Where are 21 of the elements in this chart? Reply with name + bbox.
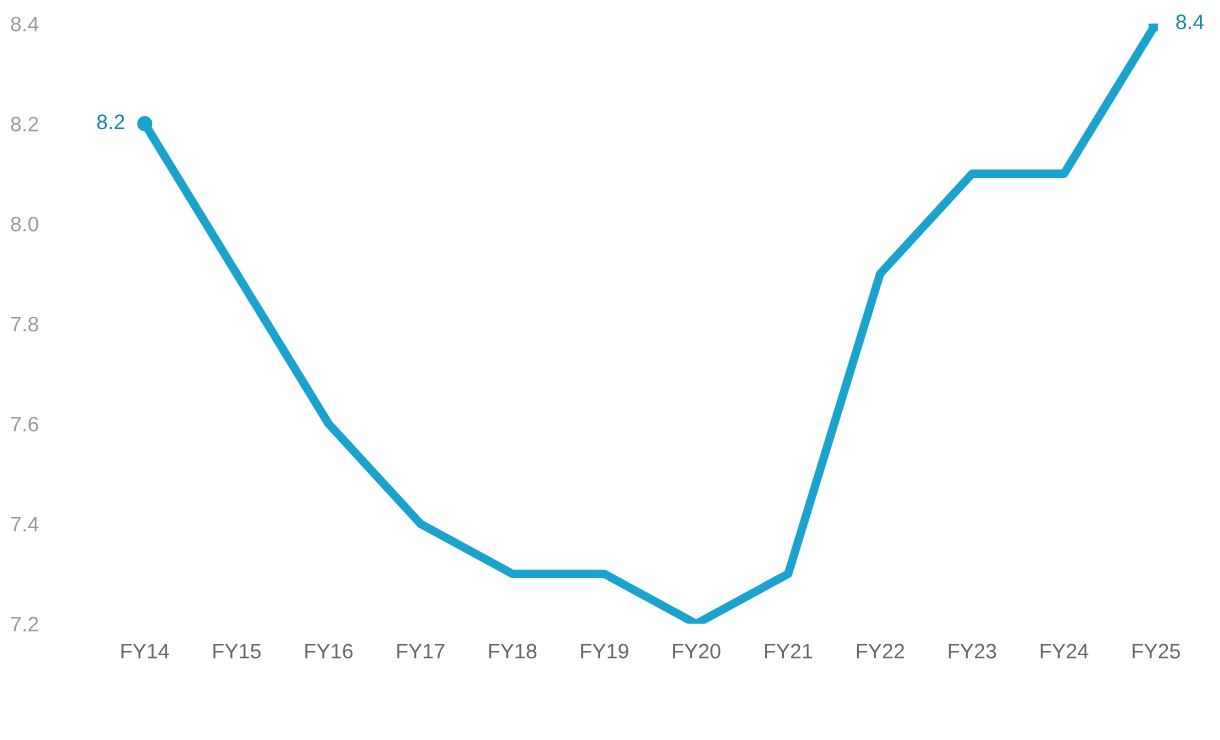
y-tick-label: 7.6 (11, 416, 39, 432)
x-tick-label: FY22 (856, 643, 904, 659)
x-tick-label: FY15 (213, 644, 261, 659)
x-tick-label: FY23 (948, 643, 997, 659)
data-label: 8.2 (97, 114, 125, 130)
x-tick-label: FY21 (765, 643, 813, 659)
data-label: 8.4 (1176, 14, 1204, 30)
x-tick-label: FY17 (397, 644, 445, 659)
y-tick-label: 7.2 (11, 616, 39, 632)
x-tick-label: FY20 (673, 643, 721, 659)
x-tick-label: FY24 (1040, 643, 1089, 659)
y-tick-label: 8.4 (11, 16, 39, 32)
x-tick-label: FY14 (121, 644, 169, 659)
x-tick-label: FY25 (1132, 643, 1180, 659)
y-tick-label: 8.2 (11, 116, 39, 132)
y-tick-label: 7.8 (11, 316, 39, 332)
y-tick-label: 8.0 (11, 216, 39, 232)
y-tick-label: 7.4 (11, 517, 39, 532)
x-tick-label: FY18 (489, 643, 537, 659)
x-tick-label: FY19 (581, 643, 629, 659)
x-tick-label: FY16 (305, 643, 353, 659)
